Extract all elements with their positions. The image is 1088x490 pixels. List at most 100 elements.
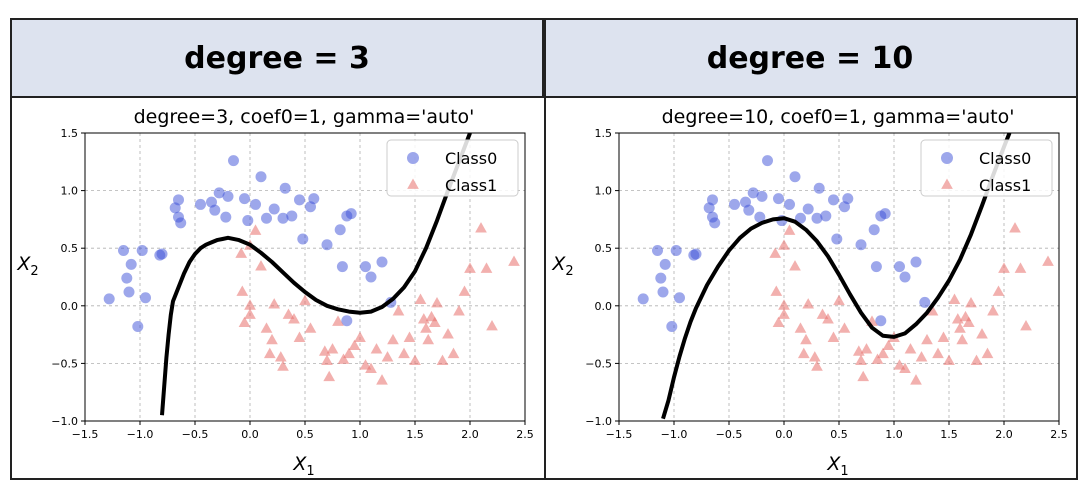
class0-point [811, 212, 823, 224]
class1-point [348, 339, 361, 351]
class1-point [480, 262, 493, 273]
x-tick-label: 2.5 [1050, 428, 1068, 441]
chart-title: degree=10, coef0=1, gamma='auto' [662, 106, 1015, 128]
class0-point [336, 261, 348, 273]
class0-point [250, 198, 261, 210]
class0-point [140, 292, 151, 304]
class0-point [220, 211, 232, 223]
y-axis-label: X2 [551, 253, 573, 279]
class0-point [268, 203, 280, 215]
legend-label-class1: Class1 [979, 176, 1031, 195]
legend-class0-marker [941, 152, 953, 164]
class1-point [904, 343, 917, 354]
panel-header-degree-3: degree = 3 [12, 20, 544, 98]
class1-point [1014, 262, 1027, 273]
class1-point [954, 322, 966, 333]
class1-point [244, 299, 256, 310]
y-tick-label: 1.0 [595, 185, 613, 198]
decision-boundary [661, 133, 1012, 420]
class1-point [877, 347, 889, 359]
chart-title: degree=3, coef0=1, gamma='auto' [134, 106, 475, 128]
class1-point [910, 374, 922, 385]
class0-point [899, 271, 911, 283]
x-tick-label: 2.0 [461, 428, 479, 441]
class1-point [778, 308, 790, 319]
class1-point [263, 347, 276, 359]
class1-point [376, 374, 388, 385]
class0-point [103, 293, 115, 305]
class1-point [428, 316, 441, 327]
class1-point [797, 347, 810, 359]
class1-point [970, 354, 983, 365]
class0-point [222, 190, 234, 202]
class1-point [772, 316, 785, 327]
class1-point [943, 354, 955, 365]
class1-point [1042, 255, 1054, 266]
class1-point [422, 333, 435, 345]
class1-point [921, 333, 933, 345]
class1-point [260, 322, 273, 333]
decision-boundary [160, 133, 472, 416]
class1-point [486, 320, 498, 331]
class1-point [899, 362, 911, 374]
y-tick-label: 0.5 [61, 242, 79, 255]
class1-point [1009, 222, 1021, 233]
class0-point [789, 171, 801, 183]
class0-point [154, 249, 166, 261]
x-tick-label: −1.5 [72, 428, 99, 441]
class0-point [842, 193, 854, 205]
class0-point [762, 155, 773, 167]
class1-point [838, 322, 851, 333]
class0-point [674, 292, 685, 304]
class0-point [123, 286, 135, 298]
class0-point [655, 272, 667, 284]
class0-point [802, 203, 814, 215]
class1-point [453, 305, 465, 316]
class1-point [998, 262, 1010, 273]
class1-point [976, 328, 988, 339]
class0-point [773, 193, 784, 205]
class1-point [783, 224, 796, 235]
class1-point [833, 294, 845, 306]
y-tick-label: −0.5 [585, 357, 612, 370]
x-tick-label: −1.5 [606, 428, 633, 441]
class0-point [125, 258, 137, 270]
class1-point [442, 328, 454, 339]
class1-point [981, 347, 994, 359]
class1-point [387, 333, 399, 345]
class1-point [304, 322, 317, 333]
legend-class0-marker [407, 152, 419, 164]
class1-point [822, 313, 834, 324]
class1-point [871, 353, 884, 364]
y-tick-label: 1.0 [61, 185, 79, 198]
x-tick-label: −0.5 [182, 428, 209, 441]
y-tick-label: −0.5 [51, 357, 78, 370]
class1-point [288, 313, 300, 324]
class0-point [637, 293, 649, 305]
panel-header-degree-10: degree = 10 [544, 20, 1076, 98]
x-tick-label: 0.5 [830, 428, 848, 441]
class1-point [770, 285, 783, 296]
class1-point [827, 331, 840, 342]
x-tick-label: 2.0 [995, 428, 1013, 441]
class1-point [965, 296, 977, 308]
y-axis-label: X2 [16, 253, 38, 279]
x-tick-label: 0.0 [775, 428, 793, 441]
class0-point [255, 171, 267, 183]
class1-point [992, 285, 1005, 296]
class1-point [398, 347, 410, 359]
class1-point [808, 351, 821, 362]
class0-point [666, 321, 678, 333]
class1-point [956, 333, 969, 345]
class0-point [784, 198, 795, 210]
class1-point [436, 354, 449, 365]
class1-point [882, 339, 895, 351]
class0-point [813, 182, 825, 194]
class1-point [359, 359, 372, 370]
x-tick-label: −1.0 [127, 428, 154, 441]
class0-point [754, 211, 766, 223]
x-tick-label: 1.0 [885, 428, 903, 441]
class0-point [652, 245, 663, 257]
class1-point [962, 316, 975, 327]
chart-0: −1.5 −1.0 −0.5 0.0 0.5 1.0 1.5 2.0 2.5−1.0−0.50.… [16, 106, 533, 479]
